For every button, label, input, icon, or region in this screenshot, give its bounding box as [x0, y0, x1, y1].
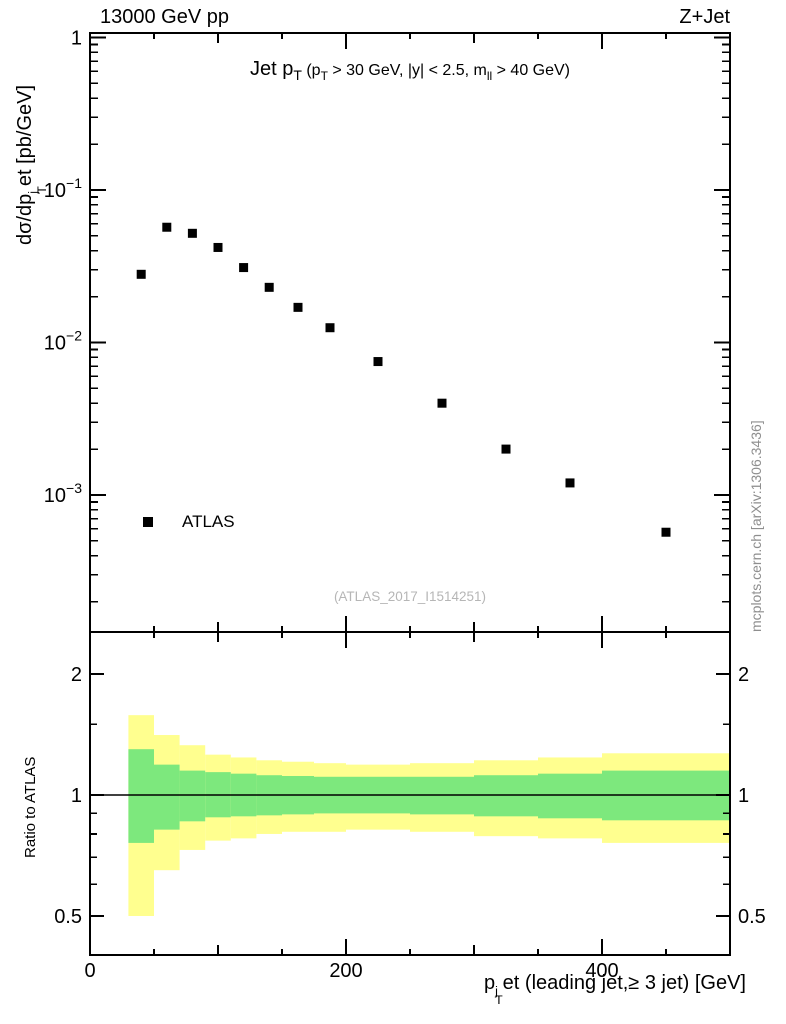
data-point [264, 282, 274, 292]
title-paren-sub2: ll [486, 69, 493, 83]
y-tick-label: 1 [71, 28, 82, 50]
data-point [565, 478, 575, 488]
legend-marker-square [143, 517, 153, 527]
title-paren-pre: (p [301, 62, 321, 79]
x-title-sub: T [495, 993, 503, 1008]
x-tick-label: 0 [84, 960, 95, 982]
mcplots-arxiv-note: mcplots.cern.ch [arXiv:1306.3436] [748, 420, 764, 632]
y-title-text2: et [pb/GeV] [14, 84, 36, 187]
data-point [239, 263, 249, 273]
y-axis-title-ratio: Ratio to ATLAS [22, 756, 39, 858]
plot-title: Jet pT (pT > 30 GeV, |y| < 2.5, mll > 40… [90, 58, 730, 83]
data-point [373, 357, 383, 367]
main-panel-frame [89, 32, 731, 633]
data-point [325, 323, 335, 333]
ratio-tick-label-right: 2 [738, 664, 749, 686]
header-process: Z+Jet [679, 6, 730, 28]
data-point [162, 222, 172, 232]
ratio-band-inner [179, 770, 206, 822]
data-point [136, 269, 146, 279]
y-title-sub: T [35, 186, 50, 194]
data-point [661, 527, 671, 537]
x-title-sup: j [495, 983, 498, 998]
ratio-band-inner [128, 749, 154, 843]
data-point [187, 228, 197, 238]
title-paren-sub: T [320, 69, 328, 83]
ratio-band-inner [538, 773, 602, 819]
title-main-sub: T [293, 67, 302, 83]
title-paren-post: > 40 GeV) [492, 62, 571, 79]
ratio-band-inner [154, 764, 180, 830]
x-tick-label: 200 [329, 960, 362, 982]
data-point [293, 302, 303, 312]
ratio-tick-label-left: 0.5 [54, 906, 82, 928]
data-point [213, 242, 223, 252]
ratio-tick-label-left: 2 [71, 664, 82, 686]
ratio-tick-label-right: 1 [738, 785, 749, 807]
legend: ATLAS [143, 512, 235, 532]
ratio-tick-label-right: 0.5 [738, 906, 766, 928]
x-tick-label: 400 [585, 960, 618, 982]
title-main: Jet p [249, 58, 294, 80]
data-point [501, 444, 511, 454]
header-beam-energy: 13000 GeV pp [100, 6, 229, 28]
y-tick-label: 10−1 [44, 175, 82, 202]
y-tick-label: 10−3 [44, 480, 82, 507]
analysis-watermark: (ATLAS_2017_I1514251) [333, 589, 487, 604]
ratio-band-inner [474, 775, 538, 817]
ratio-tick-label-left: 1 [71, 785, 82, 807]
x-title-text2: et (leading jet,≥ 3 jet) [GeV] [502, 972, 746, 994]
x-title-text: p [483, 972, 496, 994]
legend-label: ATLAS [182, 512, 235, 531]
y-tick-label: 10−2 [44, 328, 82, 355]
title-paren-mid: > 30 GeV, |y| < 2.5, m [327, 62, 487, 79]
data-point [437, 398, 447, 408]
y-title-text: dσ/dp [14, 193, 36, 245]
